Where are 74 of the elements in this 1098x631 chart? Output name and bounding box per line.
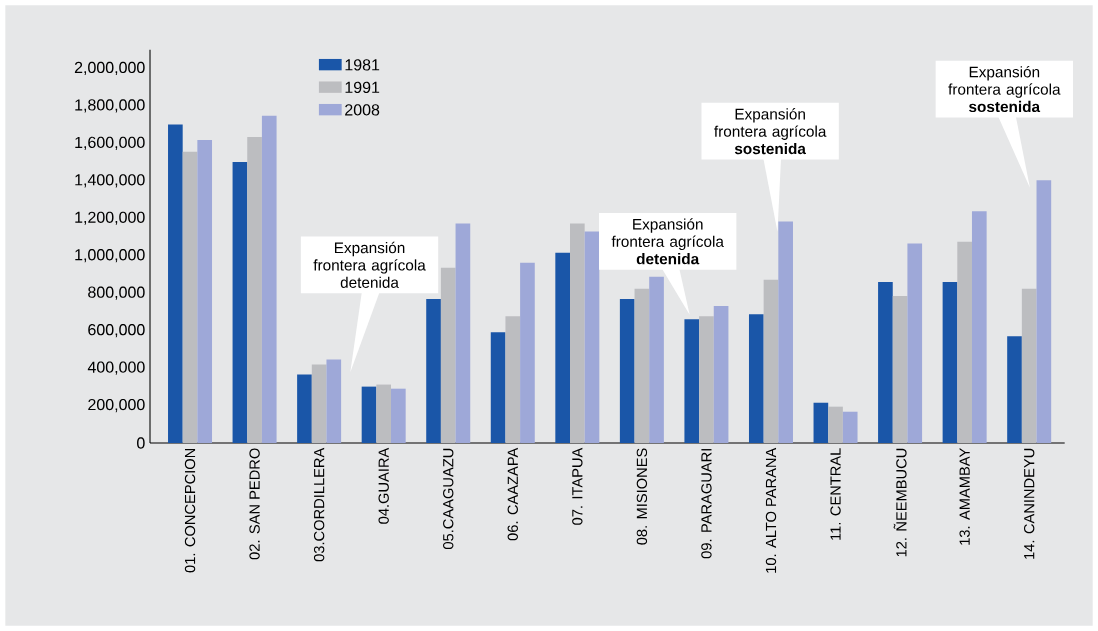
bar bbox=[391, 388, 406, 443]
bar bbox=[520, 262, 535, 443]
x-tick-label: 13. AMAMBAY bbox=[959, 448, 970, 545]
bar bbox=[971, 211, 987, 443]
x-tick-label: 14. CANINDEYU bbox=[1024, 448, 1035, 559]
bar bbox=[957, 241, 972, 443]
bar bbox=[261, 115, 277, 443]
bar bbox=[168, 124, 183, 443]
bar bbox=[376, 384, 392, 443]
x-tick-label: 09. PARAGUARI bbox=[701, 449, 712, 559]
x-tick-label: 05.CAAGUAZU bbox=[443, 448, 454, 550]
bar bbox=[1036, 180, 1052, 443]
bar bbox=[634, 288, 650, 443]
bar bbox=[942, 281, 958, 443]
y-tick-label: 1,400,000 bbox=[75, 174, 145, 188]
bar bbox=[699, 316, 714, 443]
bar bbox=[326, 359, 342, 443]
bar bbox=[247, 136, 262, 443]
y-tick-label: 2,000,000 bbox=[74, 61, 145, 75]
y-tick-label: 600,000 bbox=[88, 324, 145, 338]
x-tick-label: 04.GUAIRA bbox=[378, 447, 389, 524]
y-tick-label: 800,000 bbox=[88, 286, 145, 300]
bar bbox=[763, 279, 779, 443]
bar bbox=[426, 298, 441, 443]
bar bbox=[907, 243, 923, 443]
bar bbox=[1007, 336, 1022, 443]
x-tick-label: 12. ÑEEMBUCU bbox=[893, 448, 907, 557]
x-tick-label: 02. SAN PEDRO bbox=[249, 448, 260, 560]
x-tick-label: 03.CORDILLERA bbox=[313, 447, 325, 562]
legend-label: 1981 bbox=[345, 59, 380, 71]
bar bbox=[1021, 288, 1037, 443]
bar bbox=[182, 151, 198, 443]
bar bbox=[232, 162, 248, 443]
bar bbox=[828, 406, 843, 443]
bar bbox=[584, 231, 600, 443]
bar bbox=[570, 223, 585, 443]
annotation: Expansión frontera agrícola detenida bbox=[313, 241, 426, 288]
legend-label: 1991 bbox=[345, 81, 380, 94]
bar bbox=[813, 402, 829, 443]
bar bbox=[619, 298, 635, 443]
x-tick-label: 11. CENTRAL bbox=[830, 448, 841, 540]
y-tick-label: 1,800,000 bbox=[75, 99, 145, 113]
bar bbox=[455, 223, 471, 443]
y-tick-label: 0 bbox=[137, 437, 145, 449]
x-tick-label: 10. ALTO PARANA bbox=[765, 447, 777, 573]
y-tick-label: 200,000 bbox=[88, 398, 145, 413]
y-tick-label: 1,200,000 bbox=[75, 211, 145, 225]
bar bbox=[440, 267, 456, 443]
bar bbox=[490, 332, 506, 443]
bar bbox=[197, 139, 213, 443]
bar bbox=[555, 252, 570, 443]
bar bbox=[778, 221, 793, 443]
annotation: Expansión frontera agrícola detenida bbox=[611, 218, 724, 265]
legend-label: 2008 bbox=[345, 104, 380, 116]
bar bbox=[684, 319, 700, 443]
bar bbox=[505, 316, 521, 443]
y-tick-label: 1,600,000 bbox=[75, 136, 145, 150]
bar bbox=[649, 276, 664, 443]
x-tick-label: 08. MISIONES bbox=[636, 448, 648, 545]
annotation: Expansión frontera agrícola sostenida bbox=[948, 66, 1061, 113]
annotation: Expansión frontera agrícola sostenida bbox=[714, 108, 827, 155]
bar bbox=[297, 374, 312, 443]
bar bbox=[892, 295, 908, 443]
bar bbox=[842, 411, 858, 443]
bar bbox=[311, 364, 327, 443]
bar bbox=[878, 281, 893, 443]
y-tick-label: 400,000 bbox=[87, 361, 145, 375]
bar bbox=[713, 306, 729, 443]
x-tick-label: 07. ITAPUA bbox=[572, 447, 583, 525]
x-tick-label: 06. CAAZAPA bbox=[507, 447, 518, 541]
x-tick-label: 01. CONCEPCION bbox=[184, 448, 196, 573]
bar bbox=[361, 386, 377, 443]
bar bbox=[748, 314, 764, 443]
y-tick-label: 1,000,000 bbox=[75, 249, 145, 263]
